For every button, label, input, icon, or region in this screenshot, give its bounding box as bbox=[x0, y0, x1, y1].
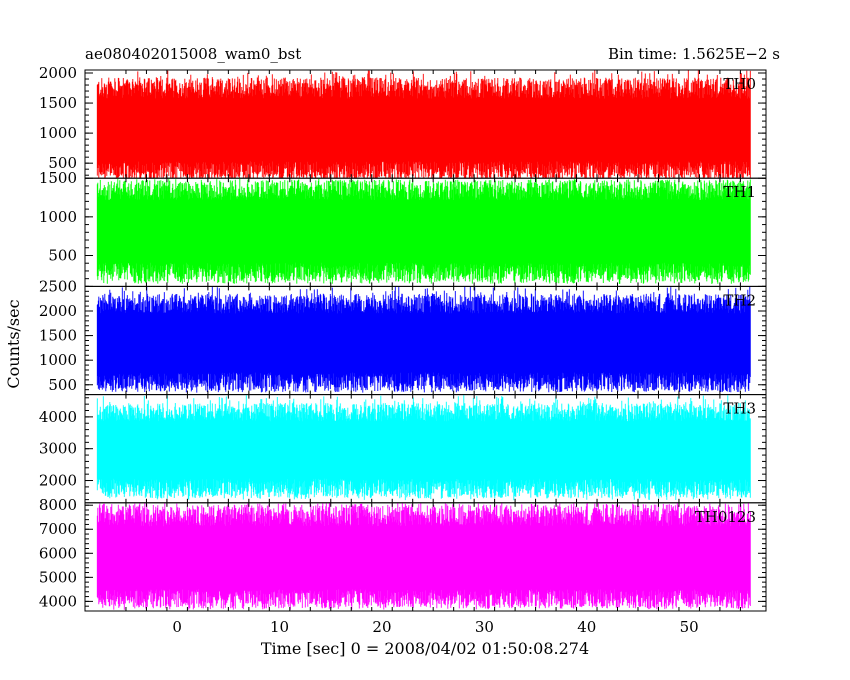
y-tick-label: 4000 bbox=[39, 408, 77, 426]
y-tick-label: 1000 bbox=[39, 124, 77, 142]
y-tick-label: 8000 bbox=[39, 496, 77, 514]
series-th0123 bbox=[96, 503, 751, 610]
x-tick-label: 40 bbox=[577, 618, 596, 636]
y-tick-label: 1500 bbox=[39, 327, 77, 345]
x-tick-label: 10 bbox=[270, 618, 289, 636]
y-tick-label: 2500 bbox=[39, 277, 77, 295]
y-tick-label: 1000 bbox=[39, 208, 77, 226]
y-tick-label: 2000 bbox=[39, 302, 77, 320]
panel-label-th0: TH0 bbox=[723, 75, 756, 93]
y-tick-label: 500 bbox=[48, 376, 77, 394]
y-tick-label: 5000 bbox=[39, 568, 77, 586]
x-tick-label: 30 bbox=[475, 618, 494, 636]
y-tick-label: 1000 bbox=[39, 351, 77, 369]
y-axis-title: Counts/sec bbox=[4, 299, 23, 388]
y-tick-label: 2000 bbox=[39, 64, 77, 82]
y-tick-label: 2000 bbox=[39, 472, 77, 490]
panels-group: 500100015002000TH050010001500TH150010001… bbox=[39, 64, 767, 636]
x-tick-label: 0 bbox=[172, 618, 182, 636]
series-th1 bbox=[96, 178, 751, 284]
y-tick-label: 1500 bbox=[39, 169, 77, 187]
panel-label-th0123: TH0123 bbox=[695, 508, 756, 526]
y-tick-label: 500 bbox=[48, 246, 77, 264]
x-tick-label: 50 bbox=[680, 618, 699, 636]
y-tick-label: 4000 bbox=[39, 592, 77, 610]
y-tick-label: 6000 bbox=[39, 544, 77, 562]
series-th3 bbox=[96, 395, 751, 501]
panel-frame-th0123 bbox=[84, 502, 767, 612]
panel-label-th3: TH3 bbox=[723, 400, 756, 418]
x-axis-title: Time [sec] 0 = 2008/04/02 01:50:08.274 bbox=[261, 639, 589, 658]
bin-time-label: Bin time: 1.5625E−2 s bbox=[608, 45, 780, 63]
panel-label-th2: TH2 bbox=[723, 291, 756, 309]
chart-title: ae080402015008_wam0_bst bbox=[85, 45, 301, 63]
y-tick-label: 3000 bbox=[39, 440, 77, 458]
x-tick-label: 20 bbox=[372, 618, 391, 636]
series-th0 bbox=[96, 70, 751, 178]
panel-label-th1: TH1 bbox=[723, 183, 756, 201]
y-tick-label: 1500 bbox=[39, 94, 77, 112]
y-tick-label: 500 bbox=[48, 154, 77, 172]
y-tick-label: 7000 bbox=[39, 520, 77, 538]
series-th2 bbox=[96, 286, 751, 393]
